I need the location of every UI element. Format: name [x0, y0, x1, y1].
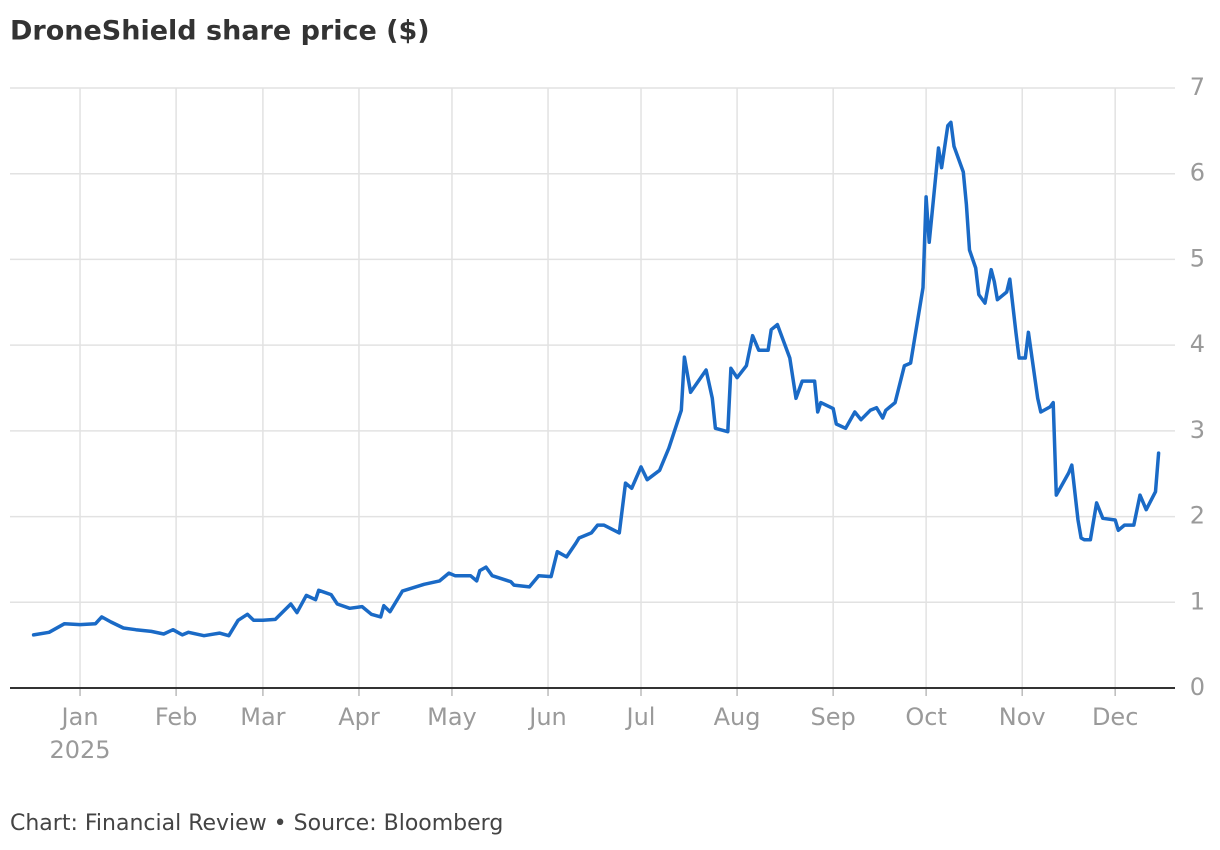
x-tick-label: Dec: [1092, 703, 1138, 731]
x-tick-label: Mar: [240, 703, 285, 731]
x-tick-label: Feb: [155, 703, 198, 731]
y-tick-label: 7: [1190, 73, 1205, 101]
y-tick-label: 0: [1190, 673, 1205, 701]
y-tick-label: 2: [1190, 502, 1205, 530]
chart-title: DroneShield share price ($): [10, 16, 430, 47]
x-tick-label: Aug: [714, 703, 761, 731]
y-tick-label: 5: [1190, 244, 1205, 272]
y-tick-label: 4: [1190, 330, 1205, 358]
x-tick-label: Jul: [625, 703, 656, 731]
x-tick-label: Sep: [811, 703, 856, 731]
x-tick-label: Jun: [527, 703, 567, 731]
y-tick-label: 3: [1190, 416, 1205, 444]
x-tick-label: Jan: [60, 703, 99, 731]
source: Chart: Financial Review • Source: Bloomb…: [10, 811, 503, 836]
x-tick-label: May: [427, 703, 477, 731]
x-tick-label: Oct: [905, 703, 947, 731]
y-tick-label: 6: [1190, 159, 1205, 187]
y-tick-label: 1: [1190, 587, 1205, 615]
price-line: [31, 120, 1161, 638]
x-sublabel: 2025: [50, 736, 111, 764]
x-tick-label: Nov: [999, 703, 1046, 731]
x-tick-label: Apr: [338, 703, 380, 731]
